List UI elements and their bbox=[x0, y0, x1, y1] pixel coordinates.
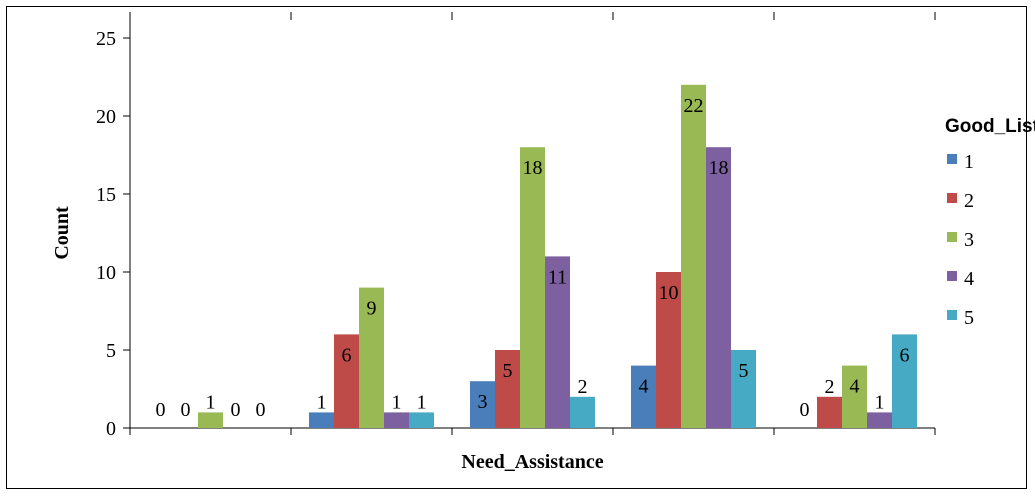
bar-series-2-cat-4 bbox=[656, 272, 681, 428]
y-tick-label: 25 bbox=[96, 28, 116, 50]
bar-series-3-cat-3 bbox=[520, 147, 545, 428]
data-label: 5 bbox=[739, 360, 749, 382]
legend-swatch bbox=[947, 310, 957, 320]
data-label: 10 bbox=[659, 282, 679, 304]
bar-series-5-cat-4 bbox=[731, 350, 756, 428]
data-label: 1 bbox=[206, 391, 216, 413]
y-tick-label: 20 bbox=[96, 106, 116, 128]
legend-swatch bbox=[947, 154, 957, 164]
legend-swatch bbox=[947, 193, 957, 203]
legend-swatch bbox=[947, 232, 957, 242]
bar-series-4-cat-4 bbox=[706, 147, 731, 428]
bar-series-1-cat-4 bbox=[631, 365, 656, 428]
data-label: 1 bbox=[417, 391, 427, 413]
legend-label: 3 bbox=[964, 229, 974, 251]
bar-series-2-cat-3 bbox=[495, 350, 520, 428]
bar-series-3-cat-2 bbox=[359, 287, 384, 428]
data-label: 6 bbox=[342, 344, 352, 366]
bar-series-5-cat-3 bbox=[570, 396, 595, 428]
bar-series-5-cat-2 bbox=[409, 412, 434, 428]
legend-title: Good_List bbox=[945, 116, 1035, 137]
data-label: 1 bbox=[392, 391, 402, 413]
legend-label: 1 bbox=[964, 151, 974, 173]
legend-label: 2 bbox=[964, 190, 974, 212]
data-label: 2 bbox=[825, 376, 835, 398]
data-label: 1 bbox=[875, 391, 885, 413]
data-label: 18 bbox=[709, 157, 729, 179]
bar-series-2-cat-5 bbox=[817, 396, 842, 428]
data-label: 2 bbox=[578, 376, 588, 398]
bar-series-3-cat-4 bbox=[681, 84, 706, 429]
data-label: 0 bbox=[156, 399, 166, 421]
bar-series-3-cat-5 bbox=[842, 365, 867, 428]
legend-swatch bbox=[947, 271, 957, 281]
data-label: 0 bbox=[256, 399, 266, 421]
bar-series-1-cat-2 bbox=[309, 412, 334, 428]
data-label: 22 bbox=[684, 95, 704, 117]
data-label: 18 bbox=[523, 157, 543, 179]
data-label: 4 bbox=[850, 376, 860, 398]
y-tick-label: 10 bbox=[96, 262, 116, 284]
data-label: 0 bbox=[231, 399, 241, 421]
data-label: 1 bbox=[317, 391, 327, 413]
bar-series-1-cat-3 bbox=[470, 381, 495, 428]
y-tick-label: 0 bbox=[106, 418, 116, 440]
data-label: 0 bbox=[800, 399, 810, 421]
data-label: 11 bbox=[548, 266, 567, 288]
data-label: 4 bbox=[639, 376, 649, 398]
data-label: 3 bbox=[478, 391, 488, 413]
bar-series-4-cat-2 bbox=[384, 412, 409, 428]
data-label: 6 bbox=[900, 344, 910, 366]
data-label: 5 bbox=[503, 360, 513, 382]
bar-series-2-cat-2 bbox=[334, 334, 359, 428]
y-axis-title: Count bbox=[51, 206, 73, 260]
y-tick-label: 15 bbox=[96, 184, 116, 206]
legend-label: 5 bbox=[964, 307, 974, 329]
data-label: 0 bbox=[181, 399, 191, 421]
bar-series-5-cat-5 bbox=[892, 334, 917, 428]
data-label: 9 bbox=[367, 298, 377, 320]
legend-label: 4 bbox=[964, 268, 974, 290]
bar-series-3-cat-1 bbox=[198, 412, 223, 428]
bar-series-4-cat-5 bbox=[867, 412, 892, 428]
y-tick-label: 5 bbox=[106, 340, 116, 362]
x-axis-title: Need_Assistance bbox=[461, 451, 603, 473]
bar-series-4-cat-3 bbox=[545, 256, 570, 428]
